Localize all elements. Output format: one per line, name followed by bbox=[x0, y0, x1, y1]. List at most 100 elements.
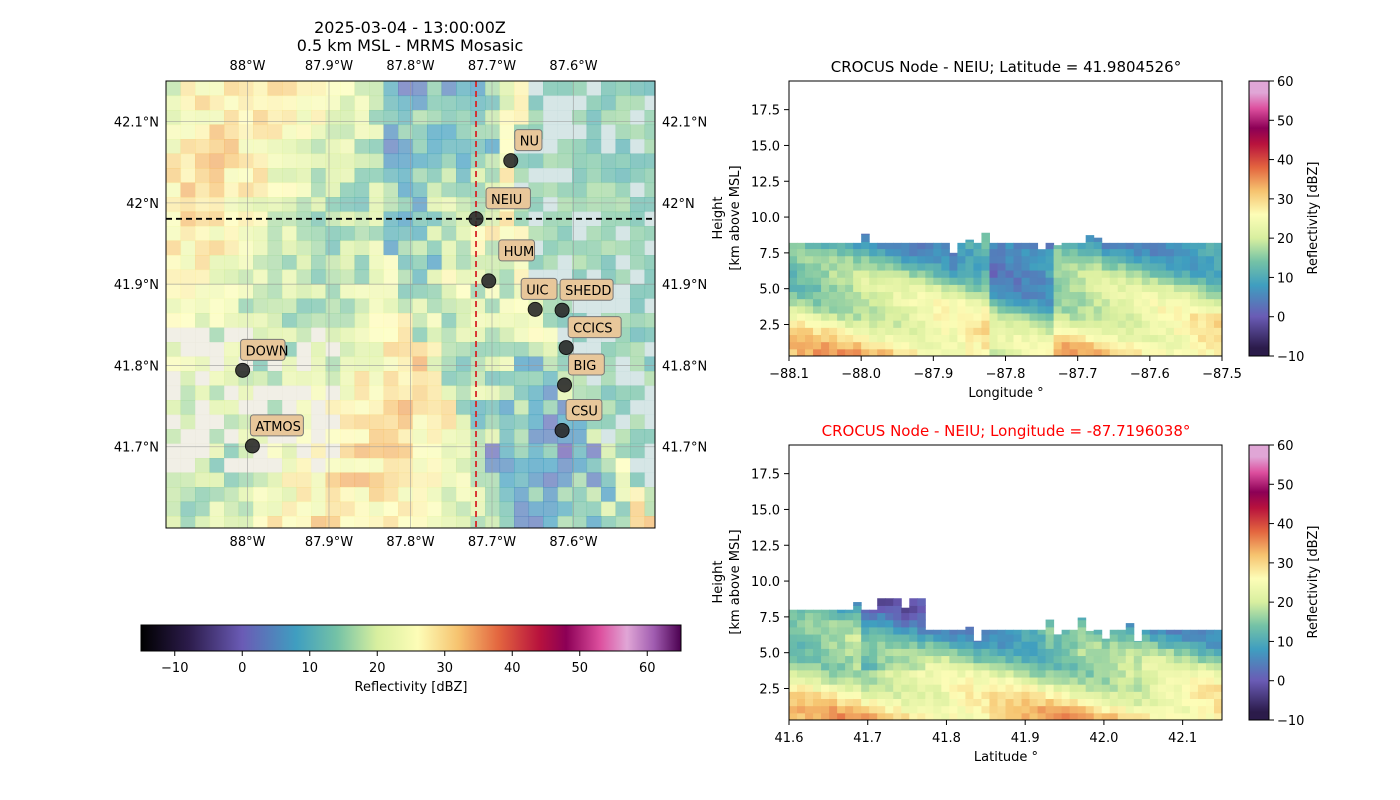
station-label: SHEDD bbox=[565, 284, 611, 299]
section-cell bbox=[1141, 341, 1151, 350]
y-tick-label: 2.5 bbox=[759, 682, 780, 697]
section-cell bbox=[813, 291, 822, 300]
map-cell bbox=[209, 313, 225, 329]
station-marker[interactable] bbox=[235, 362, 251, 378]
station-marker[interactable] bbox=[554, 302, 570, 318]
section-cell bbox=[1149, 341, 1159, 350]
section-cell bbox=[1109, 291, 1119, 300]
section-cell bbox=[1149, 648, 1159, 657]
map-cell bbox=[209, 95, 225, 111]
station-marker[interactable] bbox=[558, 340, 574, 356]
map-cell bbox=[325, 153, 341, 169]
section-cell bbox=[917, 284, 926, 293]
section-cell bbox=[1181, 677, 1191, 685]
section-cell bbox=[1173, 320, 1183, 328]
station-marker[interactable] bbox=[554, 422, 570, 438]
station-nu[interactable]: NU bbox=[503, 129, 543, 169]
map-cell bbox=[601, 472, 617, 488]
map-cell bbox=[514, 443, 530, 459]
map-cell bbox=[325, 197, 341, 213]
map-cell bbox=[398, 124, 414, 140]
section-cell bbox=[789, 609, 798, 614]
map-cell bbox=[209, 255, 225, 271]
station-marker[interactable] bbox=[503, 153, 519, 169]
section-cell bbox=[1109, 320, 1119, 328]
section-cell bbox=[1045, 284, 1055, 293]
section-cell bbox=[829, 248, 838, 257]
section-cell bbox=[1085, 270, 1095, 278]
station-shedd[interactable]: SHEDD bbox=[554, 278, 614, 318]
section-cell bbox=[821, 298, 830, 307]
map-cell bbox=[630, 95, 646, 111]
section-cell bbox=[885, 284, 894, 293]
map-cell bbox=[630, 255, 646, 271]
map-cell bbox=[325, 516, 341, 528]
section-cell bbox=[789, 348, 798, 357]
section-cell bbox=[853, 348, 862, 357]
map-cell bbox=[470, 342, 486, 358]
map-cell bbox=[485, 110, 501, 126]
section-cell bbox=[1069, 277, 1079, 285]
station-marker[interactable] bbox=[244, 438, 260, 454]
map-cell bbox=[238, 197, 254, 213]
map-cell bbox=[470, 385, 486, 401]
section-cell bbox=[853, 248, 862, 257]
map-cell bbox=[543, 487, 559, 503]
section-cell bbox=[805, 262, 814, 271]
map-cell bbox=[354, 226, 370, 242]
section-cell bbox=[885, 705, 894, 714]
section-cell bbox=[965, 655, 974, 664]
section-cell bbox=[885, 605, 894, 614]
section-cell bbox=[845, 612, 854, 621]
station-down[interactable]: DOWN bbox=[235, 338, 289, 378]
map-cell bbox=[282, 298, 298, 314]
station-marker[interactable] bbox=[557, 377, 573, 393]
map-cell bbox=[456, 298, 472, 314]
station-hum[interactable]: HUM bbox=[481, 239, 536, 289]
section-cell bbox=[1133, 284, 1143, 293]
section-cell bbox=[1077, 320, 1087, 328]
section-cell bbox=[1181, 320, 1191, 328]
section-cell bbox=[1021, 277, 1031, 285]
station-neiu[interactable]: NEIU bbox=[468, 187, 531, 227]
station-marker[interactable] bbox=[527, 301, 543, 317]
map-cell bbox=[456, 371, 472, 387]
section-cell bbox=[1197, 313, 1207, 321]
section-cell bbox=[821, 705, 830, 714]
section-cell bbox=[957, 341, 966, 350]
section-cell bbox=[821, 334, 830, 343]
station-atmos[interactable]: ATMOS bbox=[244, 414, 304, 454]
section-cell bbox=[989, 698, 998, 707]
map-cell bbox=[557, 211, 573, 227]
section-cell bbox=[837, 619, 846, 628]
section-cell bbox=[981, 662, 990, 671]
map-cell bbox=[543, 81, 559, 97]
map-cell bbox=[412, 226, 428, 242]
section-cell bbox=[1165, 662, 1175, 671]
station-uic[interactable]: UIC bbox=[520, 277, 558, 317]
station-marker[interactable] bbox=[468, 211, 484, 227]
section-cell bbox=[1141, 320, 1151, 328]
section-cell bbox=[917, 598, 926, 606]
station-marker[interactable] bbox=[481, 273, 497, 289]
station-ccics[interactable]: CCICS bbox=[558, 316, 622, 356]
map-cell bbox=[224, 110, 240, 126]
map-cell bbox=[601, 124, 617, 140]
section-cell bbox=[1205, 341, 1215, 350]
section-cell bbox=[805, 334, 814, 343]
section-cell bbox=[837, 341, 846, 350]
map-cell bbox=[644, 313, 655, 329]
section-cell bbox=[885, 298, 894, 307]
map-cell bbox=[630, 458, 646, 474]
section-cell bbox=[949, 334, 958, 343]
section-cell bbox=[981, 320, 990, 328]
section-cell bbox=[1037, 270, 1047, 278]
station-big[interactable]: BIG bbox=[557, 353, 605, 393]
station-csu[interactable]: CSU bbox=[554, 398, 603, 438]
map-cell bbox=[253, 197, 269, 213]
section-cell bbox=[853, 291, 862, 300]
section-cell bbox=[1005, 648, 1015, 657]
section-cell bbox=[933, 655, 942, 664]
map-cell bbox=[644, 298, 655, 314]
section-cell bbox=[1141, 662, 1151, 671]
